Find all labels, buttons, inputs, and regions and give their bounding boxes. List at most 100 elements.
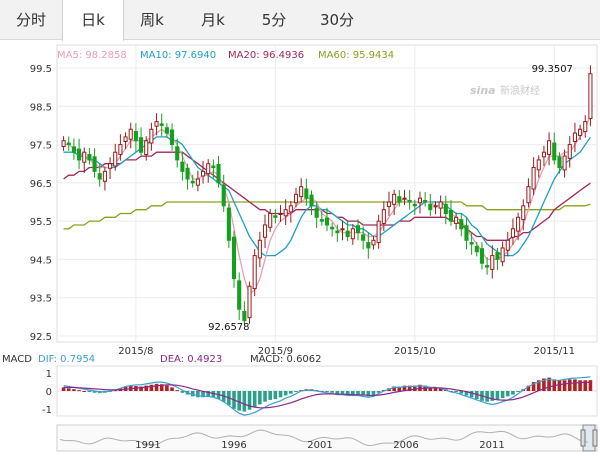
candle-body bbox=[237, 280, 242, 310]
tab-30min[interactable]: 30分 bbox=[319, 11, 355, 29]
candle-body bbox=[139, 137, 144, 153]
navigator-right-handle[interactable] bbox=[592, 429, 598, 447]
candle-body bbox=[433, 205, 438, 208]
candle-body bbox=[386, 201, 392, 208]
candle-body bbox=[371, 239, 376, 246]
tab-monthly-k[interactable]: 月k bbox=[201, 11, 225, 29]
candle-body bbox=[417, 197, 423, 204]
macd-bar bbox=[294, 391, 298, 392]
macd-bar bbox=[588, 380, 593, 391]
candle-body bbox=[505, 239, 510, 251]
macd-bar bbox=[505, 391, 510, 397]
candle-body bbox=[397, 196, 402, 203]
candle-body bbox=[350, 228, 355, 240]
candle-body bbox=[567, 144, 572, 159]
candle-body bbox=[102, 170, 107, 182]
macd-bar bbox=[340, 391, 345, 394]
navigator-year: 1991 bbox=[135, 440, 160, 451]
y-tick-label: 93.5 bbox=[30, 294, 52, 305]
macd-bar bbox=[454, 391, 458, 392]
macd-tick-label: 1 bbox=[46, 369, 52, 380]
x-tick-label: 2015/8 bbox=[118, 346, 153, 357]
navigator-year: 2006 bbox=[393, 440, 418, 451]
macd-bar bbox=[392, 386, 396, 391]
macd-bar bbox=[149, 384, 154, 391]
candle-body bbox=[164, 127, 169, 134]
macd-bar bbox=[247, 391, 252, 410]
candle-body bbox=[128, 128, 133, 140]
candle-body bbox=[330, 226, 335, 230]
period-tabs: 分时 日k 周k 月k 5分 30分 bbox=[0, 0, 600, 41]
macd-title: MACD bbox=[2, 354, 32, 365]
legend-ma60: MA60: 95.9434 bbox=[318, 50, 394, 61]
macd-bar bbox=[366, 391, 371, 397]
candle-body bbox=[278, 212, 283, 215]
candle-body bbox=[521, 205, 526, 221]
legend-ma10: MA10: 97.6940 bbox=[140, 50, 216, 61]
candle-body bbox=[180, 161, 185, 172]
candle-body bbox=[361, 234, 366, 241]
x-tick-label: 2015/11 bbox=[533, 346, 575, 357]
candle-body bbox=[144, 140, 149, 156]
legend-ma20: MA20: 96.4936 bbox=[228, 50, 304, 61]
macd-bar bbox=[351, 391, 355, 395]
candle-body bbox=[588, 73, 593, 120]
macd-bar bbox=[175, 390, 180, 392]
candle-body bbox=[428, 203, 433, 211]
candle-body bbox=[149, 128, 154, 144]
navigator-left-handle[interactable] bbox=[580, 429, 586, 447]
candle-body bbox=[175, 146, 180, 161]
macd-bar bbox=[511, 391, 515, 395]
macd-bar bbox=[397, 386, 402, 391]
macd-bar bbox=[325, 391, 329, 392]
candle-body bbox=[304, 188, 309, 199]
macd-bar bbox=[464, 391, 469, 396]
candle-body bbox=[252, 255, 257, 290]
candle-body bbox=[376, 220, 381, 244]
candle-body bbox=[536, 159, 541, 171]
candle-body bbox=[402, 197, 407, 200]
candle-body bbox=[459, 219, 464, 230]
candle-body bbox=[242, 310, 247, 322]
macd-bar bbox=[376, 391, 381, 393]
macd-bar bbox=[180, 391, 185, 393]
tab-minute[interactable]: 分时 bbox=[15, 11, 46, 29]
candle-body bbox=[216, 163, 221, 184]
macd-dea-label: DEA: 0.4923 bbox=[160, 354, 222, 365]
macd-tick-label: 0 bbox=[46, 387, 52, 398]
macd-bar bbox=[190, 391, 195, 397]
macd-dif-label: DIF: 0.7954 bbox=[38, 354, 95, 365]
navigator-history-line bbox=[59, 429, 589, 447]
candle-body bbox=[578, 128, 583, 136]
macd-bar bbox=[159, 384, 164, 391]
price-annotations: 99.3507 92.6578 bbox=[208, 64, 573, 333]
macd-bar bbox=[273, 391, 278, 400]
candle-body bbox=[159, 123, 164, 126]
candle-body bbox=[526, 186, 531, 204]
macd-bar bbox=[206, 391, 211, 397]
candle-body bbox=[541, 151, 546, 158]
x-axis: 2015/8 2015/9 2015/10 2015/11 bbox=[118, 346, 575, 357]
macd-bar bbox=[412, 385, 417, 391]
macd-bar bbox=[345, 391, 350, 395]
macd-bar bbox=[154, 383, 159, 391]
candle-body bbox=[211, 165, 216, 169]
candle-body bbox=[324, 217, 330, 226]
macd-bar bbox=[144, 385, 149, 391]
candle-body bbox=[495, 252, 500, 260]
macd-bar bbox=[516, 391, 520, 392]
candle-body bbox=[273, 215, 278, 218]
macd-bar bbox=[490, 391, 495, 401]
candle-body bbox=[123, 136, 128, 143]
candle-body bbox=[474, 245, 479, 253]
tab-daily-k[interactable]: 日k bbox=[62, 0, 124, 41]
macd-bar bbox=[567, 379, 572, 391]
macd-bar bbox=[428, 387, 433, 391]
y-tick-label: 98.5 bbox=[30, 102, 52, 113]
tab-weekly-k[interactable]: 周k bbox=[140, 11, 164, 29]
candle-body bbox=[288, 205, 293, 213]
macd-bar bbox=[485, 391, 489, 402]
macd-bar bbox=[87, 391, 92, 392]
tab-5min[interactable]: 5分 bbox=[261, 11, 287, 29]
